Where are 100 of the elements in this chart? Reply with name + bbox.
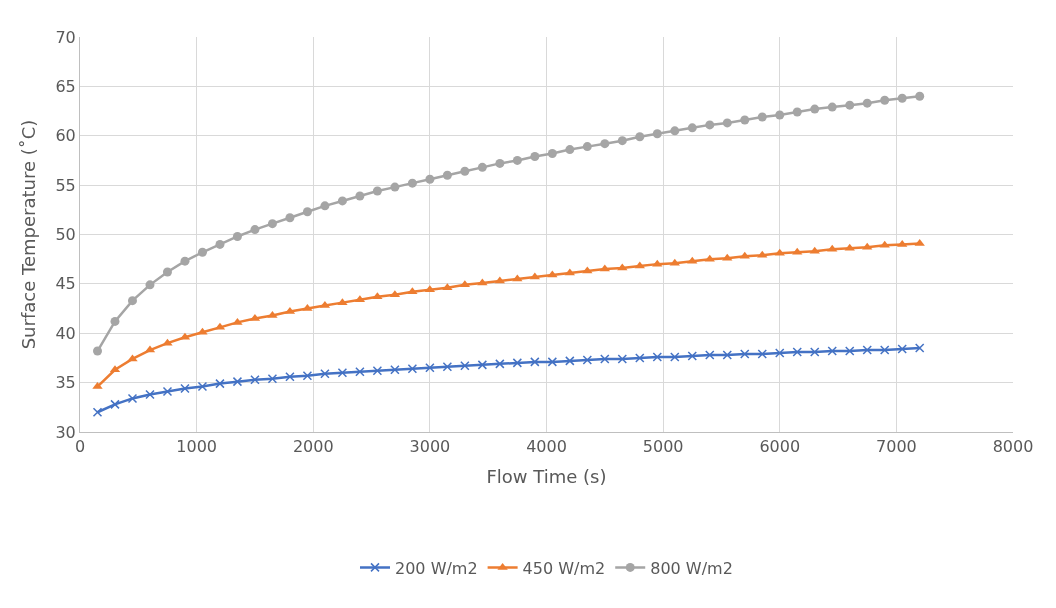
point [407, 287, 418, 295]
point [442, 170, 452, 180]
point [460, 166, 470, 176]
point [600, 139, 610, 149]
x-tick-label: 6000 [759, 437, 801, 457]
point [372, 186, 382, 196]
point [897, 344, 907, 354]
point [92, 407, 103, 417]
point [267, 310, 278, 318]
point [914, 343, 925, 353]
x-tick-label: 4000 [526, 437, 567, 457]
point [635, 353, 645, 363]
point [792, 347, 802, 357]
point [652, 129, 662, 139]
point [372, 366, 383, 376]
point [180, 256, 190, 266]
point [302, 207, 312, 217]
point [320, 201, 330, 211]
point [827, 346, 837, 356]
point [355, 367, 365, 377]
point [425, 174, 435, 184]
point [897, 239, 908, 247]
point [92, 346, 102, 356]
point [477, 278, 488, 286]
point [582, 355, 593, 365]
point [495, 359, 505, 369]
point [844, 243, 855, 251]
point [442, 362, 453, 372]
x-tick-label: 1000 [176, 437, 217, 457]
point [705, 120, 715, 130]
point [232, 231, 242, 241]
point [477, 360, 488, 370]
point [809, 246, 820, 254]
point [197, 327, 208, 335]
point [127, 393, 138, 404]
y-tick-label: 35 [55, 373, 76, 393]
point [862, 345, 872, 355]
x-axis-title: Flow Time (s) [486, 466, 607, 488]
point [232, 376, 243, 387]
point [320, 368, 330, 379]
point [705, 350, 715, 360]
point [477, 162, 487, 172]
point [110, 316, 120, 326]
point [215, 239, 225, 249]
point [844, 346, 855, 356]
y-tick-label: 50 [55, 225, 76, 245]
point [547, 357, 558, 367]
y-tick-label: 30 [55, 422, 76, 442]
point [407, 178, 417, 188]
y-tick-label: 45 [55, 274, 76, 294]
point [530, 357, 540, 367]
point [757, 112, 767, 122]
point [145, 389, 155, 400]
point [879, 345, 890, 355]
legend-label: 800 W/m2 [650, 558, 733, 578]
point [127, 354, 138, 362]
point [460, 361, 470, 371]
point [880, 95, 890, 105]
point [652, 352, 663, 362]
point [670, 126, 680, 136]
point [337, 368, 348, 378]
point [687, 123, 697, 133]
point [897, 93, 907, 103]
point [565, 356, 575, 366]
point [425, 363, 435, 373]
point [792, 247, 803, 255]
point [862, 98, 872, 108]
point [355, 191, 365, 201]
y-tick-label: 70 [55, 27, 76, 47]
point [809, 347, 820, 357]
point [495, 158, 505, 168]
point [775, 348, 785, 358]
point [670, 352, 680, 362]
point [512, 358, 523, 368]
point [740, 349, 750, 359]
x-tick-label: 2000 [292, 437, 334, 457]
point [687, 351, 698, 361]
point [145, 280, 155, 290]
y-tick-label: 40 [55, 323, 76, 343]
point [337, 196, 347, 206]
legend-label: 450 W/m2 [522, 558, 606, 578]
point [285, 371, 295, 382]
x-tick-label: 8000 [992, 437, 1034, 457]
y-tick-label: 60 [55, 126, 76, 146]
point [862, 242, 873, 250]
legend-label: 200 W/m2 [395, 558, 478, 578]
point [250, 374, 260, 385]
point [722, 350, 733, 360]
x-tick-label: 3000 [409, 437, 451, 457]
point [267, 373, 278, 384]
point [827, 102, 837, 112]
point [774, 248, 785, 256]
y-axis-title: Surface Temperature (˚C) [17, 119, 39, 350]
point [617, 136, 627, 146]
point [250, 225, 260, 235]
point [827, 244, 838, 252]
point [547, 270, 558, 278]
point [792, 107, 802, 117]
point [162, 267, 172, 277]
x-tick-label: 0 [74, 437, 86, 457]
